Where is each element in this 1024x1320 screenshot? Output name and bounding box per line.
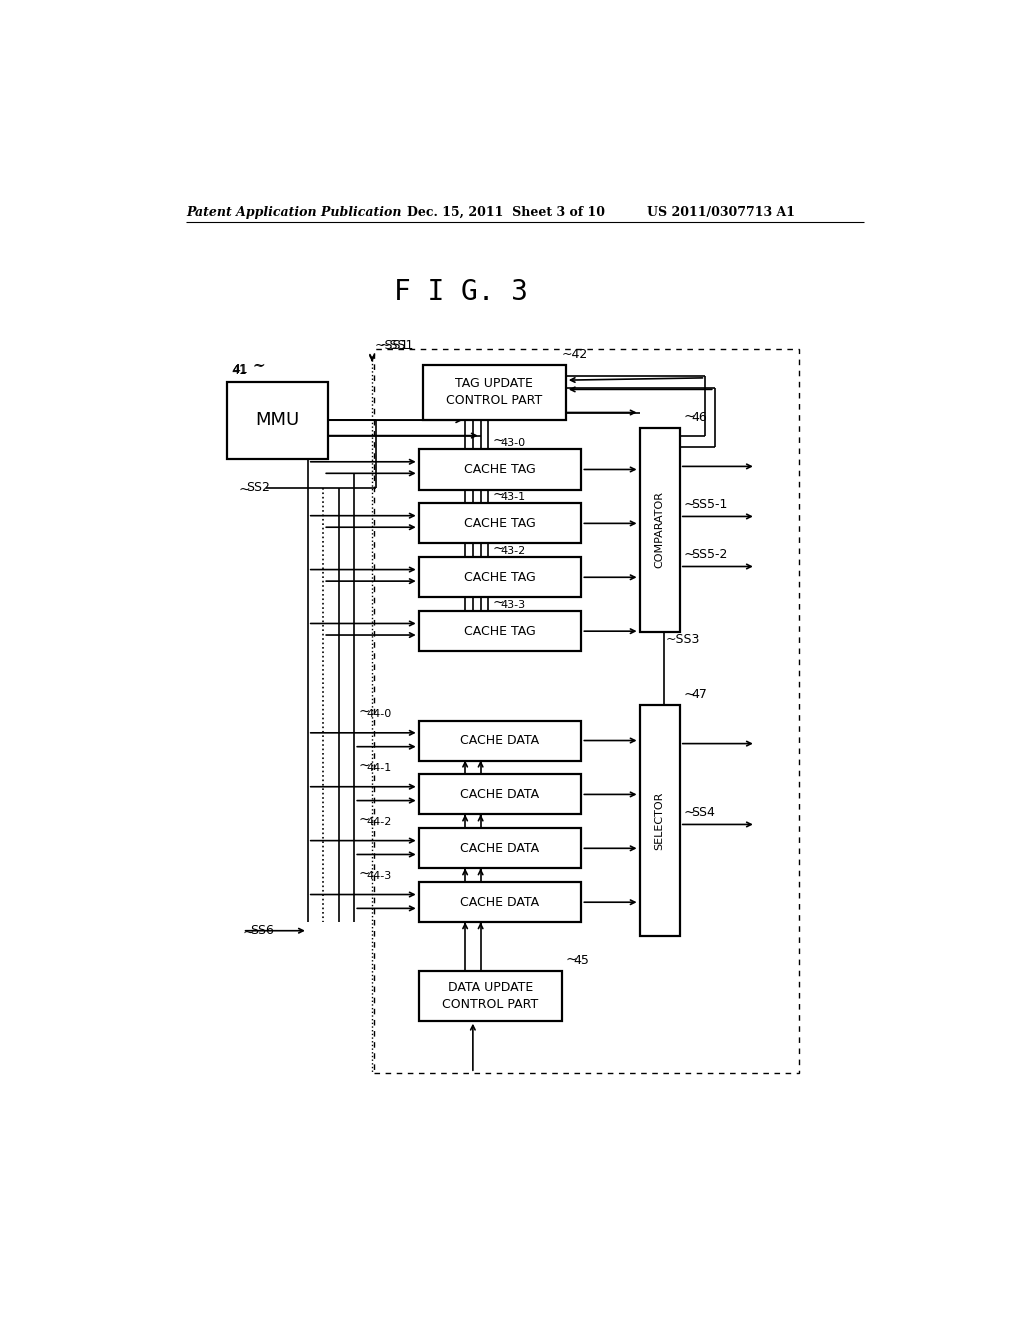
Text: ~: ~ bbox=[684, 688, 695, 701]
Bar bbox=[419, 882, 582, 923]
Bar bbox=[419, 970, 562, 1020]
Text: 44-1: 44-1 bbox=[367, 763, 392, 774]
Text: US 2011/0307713 A1: US 2011/0307713 A1 bbox=[647, 206, 796, 219]
Bar bbox=[419, 611, 582, 651]
Text: CACHE TAG: CACHE TAG bbox=[464, 624, 536, 638]
Text: CACHE TAG: CACHE TAG bbox=[464, 570, 536, 583]
Text: SS6: SS6 bbox=[251, 924, 274, 937]
Text: F I G. 3: F I G. 3 bbox=[394, 277, 528, 306]
Text: SS2: SS2 bbox=[246, 482, 269, 495]
Text: CACHE DATA: CACHE DATA bbox=[461, 896, 540, 908]
Bar bbox=[419, 449, 582, 490]
Text: ~: ~ bbox=[493, 541, 504, 556]
Text: ~42: ~42 bbox=[562, 348, 588, 360]
Text: ~: ~ bbox=[358, 813, 370, 826]
Bar bbox=[419, 721, 582, 760]
Bar bbox=[640, 705, 680, 936]
Text: ~: ~ bbox=[243, 925, 254, 940]
Bar bbox=[423, 364, 566, 420]
Text: ~: ~ bbox=[252, 358, 265, 372]
Bar bbox=[419, 775, 582, 814]
Text: ~: ~ bbox=[566, 953, 578, 966]
Text: ~: ~ bbox=[238, 483, 250, 496]
Text: CACHE DATA: CACHE DATA bbox=[461, 788, 540, 801]
Text: ~: ~ bbox=[684, 548, 695, 562]
Text: ~: ~ bbox=[252, 360, 263, 374]
Bar bbox=[375, 350, 799, 1073]
Bar bbox=[419, 829, 582, 869]
Text: 46: 46 bbox=[691, 411, 708, 424]
Bar bbox=[227, 381, 328, 459]
Text: 44-0: 44-0 bbox=[367, 709, 392, 719]
Text: TAG UPDATE
CONTROL PART: TAG UPDATE CONTROL PART bbox=[446, 378, 543, 408]
Text: 44-3: 44-3 bbox=[367, 871, 392, 880]
Text: ~: ~ bbox=[493, 488, 504, 502]
Text: ~: ~ bbox=[493, 595, 504, 610]
Text: CACHE TAG: CACHE TAG bbox=[464, 517, 536, 529]
Text: CACHE DATA: CACHE DATA bbox=[461, 734, 540, 747]
Text: CACHE DATA: CACHE DATA bbox=[461, 842, 540, 855]
Bar bbox=[419, 557, 582, 598]
Text: 43-0: 43-0 bbox=[500, 438, 525, 447]
Text: ~: ~ bbox=[358, 867, 370, 880]
Text: 41: 41 bbox=[232, 363, 249, 376]
Text: 43-3: 43-3 bbox=[500, 599, 525, 610]
Text: ~: ~ bbox=[493, 434, 504, 447]
Text: ~: ~ bbox=[684, 411, 695, 424]
Text: 41: 41 bbox=[231, 364, 247, 378]
Text: ~SS1: ~SS1 bbox=[375, 339, 409, 352]
Text: COMPARATOR: COMPARATOR bbox=[654, 491, 665, 569]
Text: SS5-1: SS5-1 bbox=[691, 499, 728, 511]
Bar bbox=[640, 428, 680, 632]
Text: 44-2: 44-2 bbox=[367, 817, 392, 826]
Text: ~SS3: ~SS3 bbox=[666, 634, 700, 647]
Text: ~: ~ bbox=[684, 807, 695, 820]
Text: 45: 45 bbox=[573, 954, 590, 966]
Bar bbox=[419, 503, 582, 544]
Text: SS4: SS4 bbox=[691, 807, 716, 820]
Text: MMU: MMU bbox=[255, 412, 300, 429]
Text: Patent Application Publication: Patent Application Publication bbox=[186, 206, 401, 219]
Text: SS5-2: SS5-2 bbox=[691, 548, 728, 561]
Text: ~: ~ bbox=[358, 759, 370, 774]
Text: ~: ~ bbox=[358, 705, 370, 719]
Text: DATA UPDATE
CONTROL PART: DATA UPDATE CONTROL PART bbox=[442, 981, 539, 1011]
Text: 43-1: 43-1 bbox=[500, 492, 525, 502]
Text: CACHE TAG: CACHE TAG bbox=[464, 463, 536, 477]
Text: ~: ~ bbox=[684, 498, 695, 512]
Text: Dec. 15, 2011  Sheet 3 of 10: Dec. 15, 2011 Sheet 3 of 10 bbox=[407, 206, 605, 219]
Text: ~SS1: ~SS1 bbox=[380, 339, 415, 352]
Text: 47: 47 bbox=[691, 688, 708, 701]
Text: SELECTOR: SELECTOR bbox=[654, 792, 665, 850]
Text: 43-2: 43-2 bbox=[500, 545, 525, 556]
